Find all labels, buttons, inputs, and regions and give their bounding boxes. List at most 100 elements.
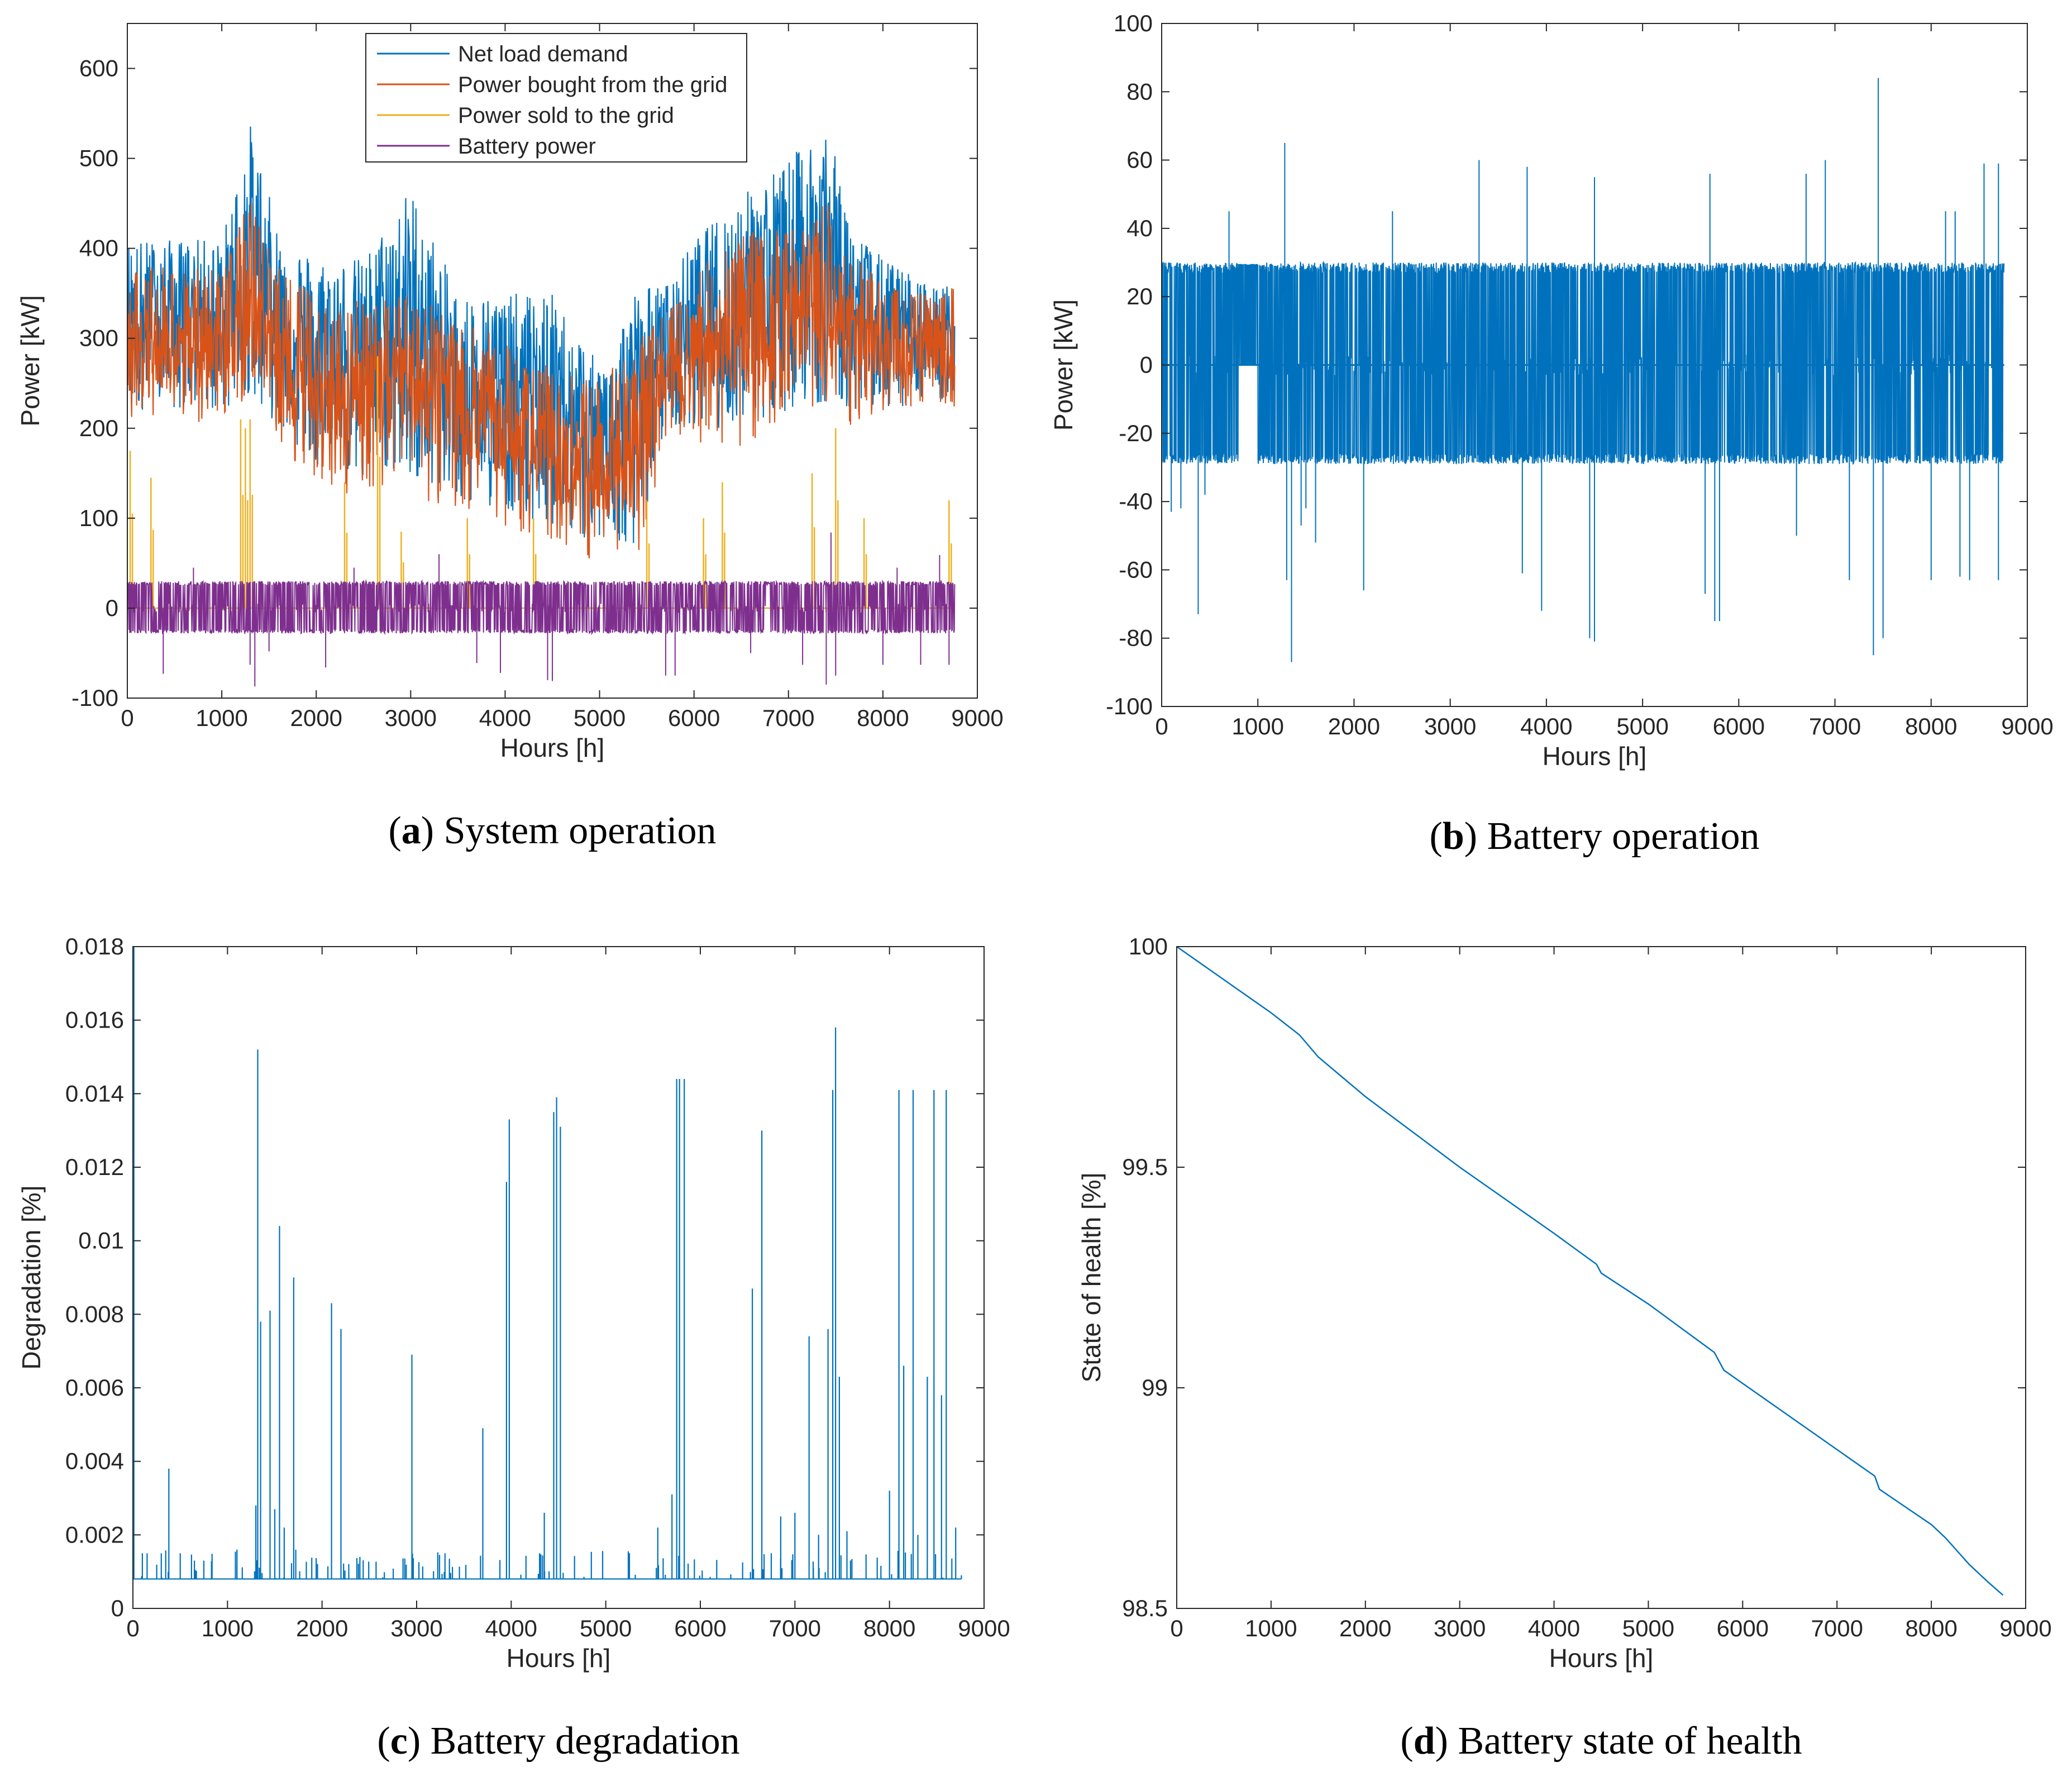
- y-tick-label: 99: [1142, 1374, 1168, 1401]
- plot-area-a: [127, 126, 956, 687]
- legend-label: Power sold to the grid: [458, 103, 674, 128]
- caption-text: System operation: [444, 809, 717, 852]
- x-tick-label: 7000: [769, 1615, 821, 1641]
- panel-b: 0 1000 2000 3000 4000 5000 6000 7000 8000 9000-10…: [1049, 10, 2054, 858]
- caption-letter: c: [390, 1720, 408, 1763]
- x-tick-label: 2000: [296, 1615, 348, 1641]
- y-tick-label: -20: [1119, 420, 1153, 446]
- y-tick-label: 0: [106, 595, 118, 621]
- x-tick-label: 4000: [479, 705, 531, 731]
- y-tick-label: 0.014: [65, 1080, 124, 1106]
- x-tick-label: 0: [1155, 713, 1168, 739]
- x-tick-label: 4000: [1528, 1615, 1580, 1641]
- y-tick-label: 98.5: [1122, 1595, 1168, 1621]
- y-tick-label: 0.008: [65, 1301, 124, 1327]
- x-tick-label: 6000: [1717, 1615, 1769, 1641]
- x-tick-label: 6000: [1713, 713, 1765, 739]
- panel-c: 0 1000 2000 3000 4000 5000 6000 7000 8000 9000 0 0.…: [17, 933, 1010, 1763]
- legend-box: [365, 33, 747, 163]
- y-tick-label: -100: [1106, 693, 1153, 719]
- y-tick-label: 500: [79, 145, 118, 171]
- x-tick-label: 9000: [951, 705, 1003, 731]
- y-axis-label: State of health [%]: [1077, 1173, 1106, 1383]
- x-tick-label: 7000: [1809, 713, 1861, 739]
- panel-a: 0 1000 2000 3000 4000 5000 6000 7000 8000 9000-10…: [16, 23, 1004, 852]
- y-tick-label: 0.004: [65, 1448, 124, 1474]
- x-axis-label: Hours [h]: [1549, 1644, 1654, 1673]
- x-tick-label: 1000: [202, 1615, 254, 1641]
- series-battery-power: [127, 532, 956, 687]
- caption-letter: d: [1414, 1720, 1435, 1763]
- x-tick-label: 2000: [1328, 713, 1380, 739]
- axes-box: [1161, 23, 2028, 707]
- caption-paren-open: (: [1400, 1720, 1413, 1763]
- panel-d: 0 1000 2000 3000 4000 5000 6000 7000 8000 9000 98.…: [1077, 933, 2052, 1763]
- axes-box: [132, 946, 985, 1609]
- y-tick-label: 0.002: [65, 1521, 124, 1548]
- legend-label: Battery power: [458, 134, 596, 159]
- legend-label: Power bought from the grid: [458, 73, 727, 97]
- x-tick-label: 8000: [1905, 713, 1957, 739]
- x-tick-label: 9000: [2001, 713, 2053, 739]
- y-tick-label: 0: [1140, 352, 1153, 378]
- caption-paren-close: ): [1464, 815, 1487, 858]
- y-tick-label: 200: [79, 415, 118, 441]
- x-tick-label: 9000: [958, 1615, 1010, 1641]
- y-tick-label: -80: [1119, 625, 1153, 651]
- x-tick-label: 1000: [1232, 713, 1284, 739]
- y-tick-label: 0.006: [65, 1374, 124, 1401]
- y-tick-label: 80: [1126, 78, 1153, 104]
- caption-letter: a: [402, 809, 421, 852]
- y-tick-label: 100: [1114, 10, 1153, 36]
- x-tick-label: 3000: [385, 705, 437, 731]
- caption-b: (b) Battery operation: [1430, 815, 1760, 858]
- series-battery-power-b: [1162, 78, 2005, 662]
- caption-paren-open: (: [1430, 815, 1443, 858]
- x-tick-label: 5000: [1616, 713, 1668, 739]
- x-axis-label: Hours [h]: [1543, 742, 1647, 771]
- caption-paren-close: ): [1435, 1720, 1458, 1763]
- y-axis-label: Degradation [%]: [17, 1186, 46, 1370]
- x-tick-label: 8000: [1905, 1615, 1957, 1641]
- x-tick-label: 5000: [574, 705, 626, 731]
- y-tick-label: 300: [79, 325, 118, 351]
- axes-box: [127, 23, 978, 699]
- y-tick-label: 0.016: [65, 1007, 124, 1033]
- caption-c: (c) Battery degradation: [377, 1720, 739, 1763]
- x-tick-label: 6000: [668, 705, 720, 731]
- y-tick-label: -100: [71, 685, 118, 711]
- series-degradation: [133, 947, 962, 1580]
- y-tick-label: 20: [1126, 283, 1153, 309]
- series-power-bought: [127, 203, 956, 558]
- x-tick-label: 3000: [1424, 713, 1476, 739]
- caption-text: Battery state of health: [1458, 1720, 1802, 1763]
- y-tick-label: 40: [1126, 215, 1153, 241]
- x-tick-label: 7000: [1811, 1615, 1863, 1641]
- y-tick-label: 99.5: [1122, 1154, 1168, 1180]
- y-tick-label: 0.018: [65, 933, 124, 959]
- x-tick-label: 4000: [1520, 713, 1572, 739]
- x-tick-label: 2000: [290, 705, 342, 731]
- legend-label: Net load demand: [458, 42, 628, 66]
- x-axis-label: Hours [h]: [507, 1644, 611, 1673]
- plot-area-c: [133, 947, 962, 1580]
- y-tick-label: 0.01: [78, 1228, 124, 1254]
- x-tick-label: 8000: [863, 1615, 915, 1641]
- caption-d: (d) Battery state of health: [1400, 1720, 1802, 1763]
- x-tick-label: 0: [121, 705, 133, 731]
- axes-box: [1176, 946, 2026, 1609]
- x-tick-label: 9000: [1999, 1615, 2051, 1641]
- caption-paren-close: ): [408, 1720, 431, 1763]
- caption-a: (a) System operation: [388, 809, 716, 852]
- caption-text: Battery degradation: [431, 1720, 740, 1763]
- x-tick-label: 5000: [1622, 1615, 1674, 1641]
- y-tick-label: 0.012: [65, 1154, 124, 1180]
- x-tick-label: 4000: [485, 1615, 537, 1641]
- x-axis-label: Hours [h]: [500, 733, 605, 762]
- caption-paren-open: (: [377, 1720, 390, 1763]
- x-tick-label: 2000: [1339, 1615, 1391, 1641]
- x-tick-label: 3000: [390, 1615, 442, 1641]
- x-tick-label: 0: [1170, 1615, 1183, 1641]
- x-tick-label: 0: [126, 1615, 139, 1641]
